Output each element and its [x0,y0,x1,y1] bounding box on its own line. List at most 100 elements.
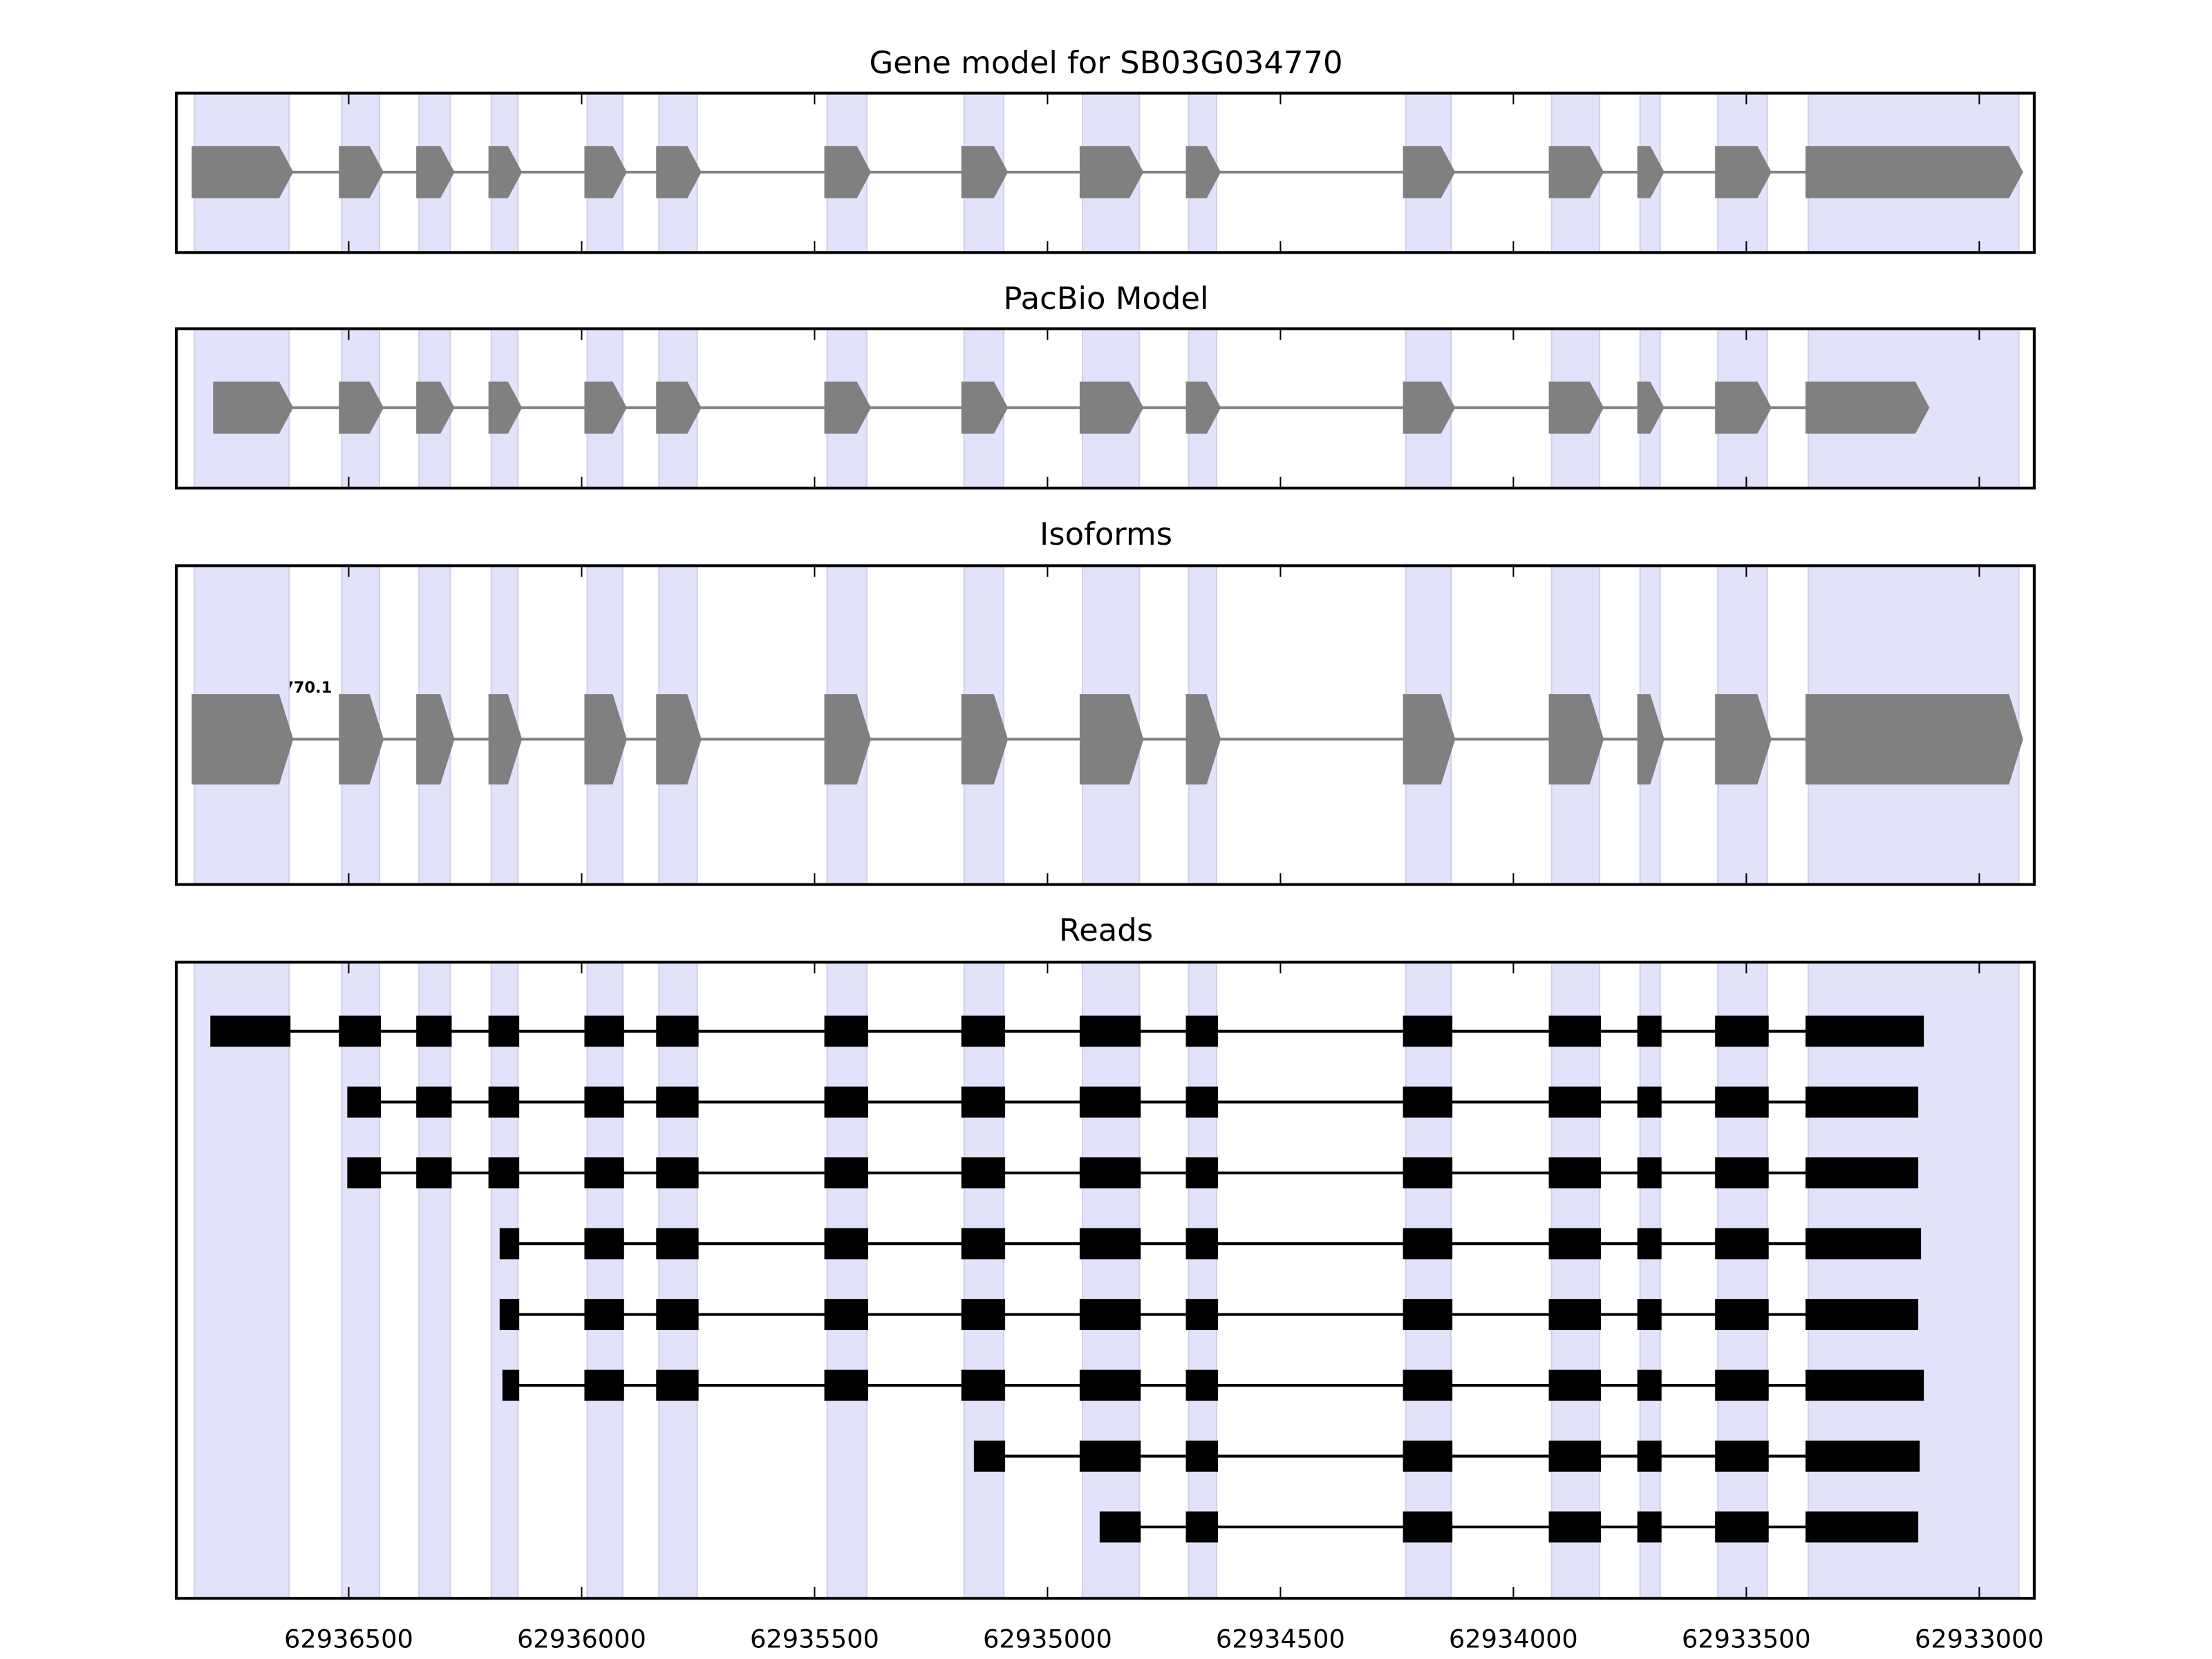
read-exon [1185,1086,1219,1118]
exon-arrow [824,694,872,785]
read-exon [824,1228,868,1259]
exon-arrow [1805,382,1930,434]
read-exon [1715,1369,1769,1401]
panel-title-gene-model: Gene model for SB03G034770 [869,44,1342,81]
read-exon [1548,1228,1602,1259]
read-exon [1805,1369,1924,1401]
x-tick-label: 62934000 [1449,1624,1578,1654]
read-exon [1715,1441,1769,1472]
read-exon [1079,1228,1141,1259]
read-exon [1637,1299,1662,1331]
read-exon [1805,1157,1919,1189]
exon-arrow [339,382,384,434]
exon-arrow [1185,694,1221,785]
read-exon [656,1369,699,1401]
panel-title-pacbio: PacBio Model [1004,280,1209,317]
exon-band [490,961,519,1600]
read-exon [1637,1228,1662,1259]
exon-arrow [656,382,702,434]
exon-arrow [1805,694,2023,785]
read-exon [488,1157,520,1189]
exon-arrow [584,146,627,198]
exon-band [826,961,868,1600]
exon-arrow [1403,382,1456,434]
read-exon [584,1086,624,1118]
read-exon [584,1015,624,1047]
x-tick-label: 62936000 [517,1624,646,1654]
read-exon [1715,1015,1769,1047]
read-exon [1079,1299,1141,1331]
read-exon [1805,1228,1922,1259]
read-exon [1805,1511,1919,1543]
read-exon [1185,1299,1219,1331]
exon-arrow [1079,382,1144,434]
read-exon [1637,1511,1662,1543]
exon-arrow [416,694,455,785]
exon-band [1188,961,1218,1600]
x-tick-label: 62934500 [1216,1624,1345,1654]
panel-frame [175,91,2036,254]
read-exon [1548,1441,1602,1472]
exon-arrow [339,694,384,785]
read-exon [1185,1015,1219,1047]
read-exon [824,1015,868,1047]
read-exon [1715,1299,1769,1331]
x-tick-label: 62935500 [750,1624,879,1654]
read-exon [1548,1299,1602,1331]
exon-arrow [1548,382,1604,434]
read-exon [584,1369,624,1401]
exon-band [1717,961,1768,1600]
exon-arrow [824,146,872,198]
read-exon [1079,1015,1141,1047]
read-exon [339,1015,381,1047]
read-exon [1715,1511,1769,1543]
read-exon [824,1086,868,1118]
read-exon [656,1086,699,1118]
exon-arrow [656,146,702,198]
read-exon [1805,1299,1919,1331]
read-exon [1185,1369,1219,1401]
read-exon [416,1015,452,1047]
exon-arrow [1637,146,1665,198]
read-exon [1403,1369,1453,1401]
read-exon [1079,1441,1141,1472]
read-exon [1637,1086,1662,1118]
x-tick-label: 62935000 [983,1624,1112,1654]
read-exon [210,1015,291,1047]
read-exon [656,1299,699,1331]
read-exon [1548,1511,1602,1543]
exon-band [341,961,380,1600]
exon-band [1550,961,1601,1600]
exon-arrow [1805,146,2023,198]
exon-arrow [824,382,872,434]
x-tick-label: 62936500 [284,1624,413,1654]
exon-arrow [1403,694,1456,785]
exon-arrow [1403,146,1456,198]
exon-arrow [191,146,294,198]
read-exon [1079,1086,1141,1118]
read-exon [961,1369,1006,1401]
exon-band [1405,961,1452,1600]
exon-band [194,961,290,1600]
read-exon [502,1369,520,1401]
read-exon [1079,1369,1141,1401]
read-exon [1805,1441,1920,1472]
exon-arrow [416,382,455,434]
read-exon [1715,1086,1769,1118]
read-exon [1548,1157,1602,1189]
read-exon [1637,1441,1662,1472]
exon-arrow [1715,694,1772,785]
read-exon [416,1086,452,1118]
read-exon [961,1086,1006,1118]
exon-arrow [191,694,294,785]
read-exon [1548,1015,1602,1047]
exon-arrow [1637,694,1665,785]
read-exon [961,1015,1006,1047]
exon-arrow [213,382,294,434]
exon-arrow [584,694,627,785]
read-exon [1637,1157,1662,1189]
exon-band [1639,961,1661,1600]
read-exon [1185,1228,1219,1259]
read-exon [488,1086,520,1118]
